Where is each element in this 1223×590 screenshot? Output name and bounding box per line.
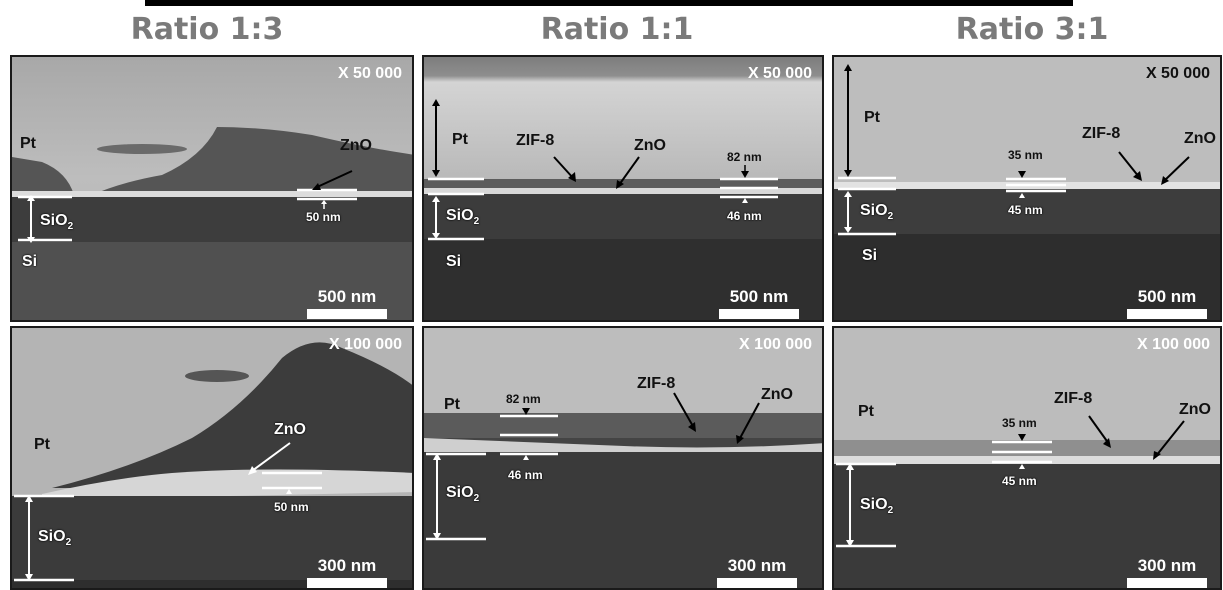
si-label: Si	[446, 253, 462, 270]
zif8-label: ZIF-8	[637, 375, 676, 392]
thickness-label: 50 nm	[306, 210, 341, 224]
zif8-thickness-label: 35 nm	[1008, 148, 1043, 162]
zif8-label: ZIF-8	[1054, 390, 1093, 407]
zif8-label: ZIF-8	[1082, 125, 1121, 142]
magnification-label: X 50 000	[337, 65, 402, 82]
zif8-thickness-label: 82 nm	[727, 150, 762, 164]
pt-label: Pt	[858, 403, 874, 420]
pt-label: Pt	[444, 396, 460, 413]
zno-thickness-label: 46 nm	[508, 468, 543, 482]
sem-panel-ratio-3-1-50k: X 50 000 Pt ZIF-8 ZnO 35 nm 45 nm SiO2 S…	[832, 55, 1222, 322]
magnification-label: X 100 000	[1137, 336, 1210, 353]
sio2-label: SiO2	[860, 202, 894, 223]
sio2-label: SiO2	[860, 496, 894, 517]
zno-label: ZnO	[274, 421, 306, 438]
scale-bar-label: 500 nm	[1137, 287, 1197, 306]
sem-panel-ratio-1-1-50k: X 50 000 Pt ZIF-8 ZnO 82 nm 46 nm SiO2 S…	[422, 55, 824, 322]
sio2-label: SiO2	[38, 528, 72, 549]
column-title-ratio-1-1: Ratio 1:1	[540, 12, 694, 47]
scale-bar-label: 500 nm	[729, 287, 789, 306]
scale-bar-label: 300 nm	[1137, 556, 1197, 575]
column-title-ratio-1-3: Ratio 1:3	[130, 12, 284, 47]
pt-label: Pt	[34, 436, 50, 453]
sem-image	[834, 57, 1220, 320]
zif8-label: ZIF-8	[516, 132, 555, 149]
pt-label: Pt	[864, 109, 880, 126]
sem-image	[834, 328, 1220, 588]
sio2-label: SiO2	[446, 484, 480, 505]
sem-image	[424, 57, 822, 320]
column-title-ratio-3-1: Ratio 3:1	[955, 12, 1109, 47]
zno-label: ZnO	[634, 137, 666, 154]
sem-panel-ratio-1-3-100k: X 100 000 Pt ZnO 50 nm SiO2 300 nm	[10, 326, 414, 590]
zno-label: ZnO	[340, 137, 372, 154]
zno-label: ZnO	[1184, 130, 1216, 147]
pt-label: Pt	[20, 135, 36, 152]
sem-panel-ratio-3-1-100k: X 100 000 Pt ZIF-8 ZnO 35 nm 45 nm SiO2 …	[832, 326, 1222, 590]
si-label: Si	[862, 247, 878, 264]
zno-thickness-label: 46 nm	[727, 209, 762, 223]
sem-panel-ratio-1-1-100k: X 100 000 Pt ZIF-8 ZnO 82 nm 46 nm SiO2 …	[422, 326, 824, 590]
header-rule	[145, 0, 1073, 6]
si-label: Si	[22, 253, 38, 270]
magnification-label: X 50 000	[747, 65, 812, 82]
magnification-label: X 50 000	[1145, 65, 1210, 82]
sem-image	[12, 57, 412, 320]
scale-bar-label: 300 nm	[317, 556, 377, 575]
sem-image	[12, 328, 412, 588]
pt-label: Pt	[452, 131, 468, 148]
magnification-label: X 100 000	[329, 336, 402, 353]
zif8-thickness-label: 35 nm	[1002, 416, 1037, 430]
sio2-label: SiO2	[40, 212, 74, 233]
sem-panel-ratio-1-3-50k: X 50 000 Pt ZnO SiO2 Si 50 nm 500 nm	[10, 55, 414, 322]
zno-label: ZnO	[1179, 401, 1211, 418]
sem-image	[424, 328, 822, 588]
zno-label: ZnO	[761, 386, 793, 403]
zno-thickness-label: 45 nm	[1002, 474, 1037, 488]
sio2-label: SiO2	[446, 207, 480, 228]
zif8-thickness-label: 82 nm	[506, 392, 541, 406]
magnification-label: X 100 000	[739, 336, 812, 353]
thickness-label: 50 nm	[274, 500, 309, 514]
zno-thickness-label: 45 nm	[1008, 203, 1043, 217]
scale-bar-label: 500 nm	[317, 287, 377, 306]
scale-bar-label: 300 nm	[727, 556, 787, 575]
